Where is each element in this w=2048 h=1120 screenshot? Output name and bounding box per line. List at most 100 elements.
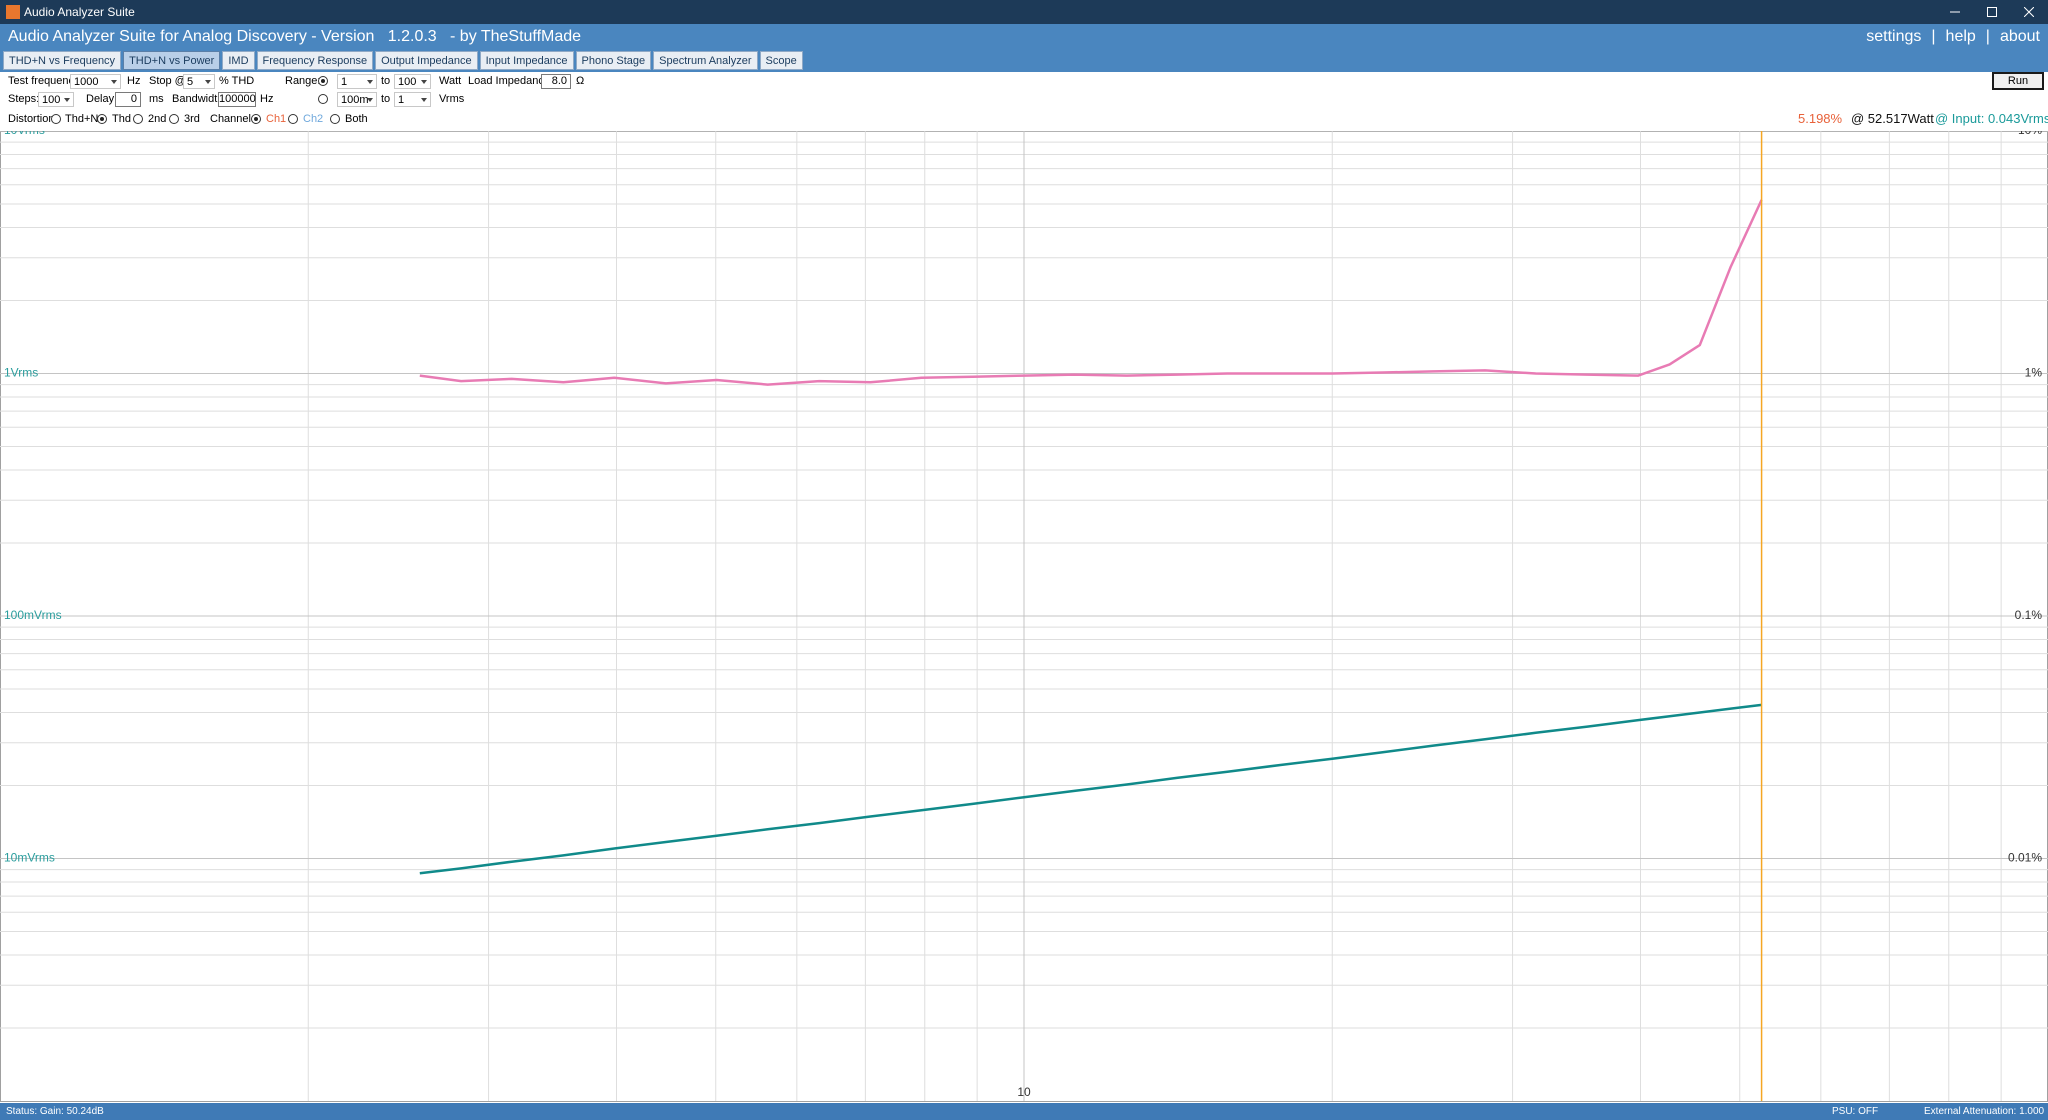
unit: % THD <box>219 75 255 87</box>
unit: Hz <box>260 93 274 105</box>
radio-button[interactable] <box>51 114 61 124</box>
data-line <box>419 703 1762 875</box>
radio-button[interactable] <box>330 114 340 124</box>
separator: | <box>1985 28 1990 45</box>
label: Range: <box>285 75 321 87</box>
input-value: 100000 <box>219 93 256 105</box>
window-title: Audio Analyzer Suite <box>24 5 135 19</box>
radio-label: Thd <box>112 113 131 125</box>
label: Delay: <box>86 93 118 105</box>
label: to <box>381 75 391 87</box>
tab[interactable]: Output Impedance <box>375 51 478 70</box>
header-links: settings | help | about <box>1866 24 2040 50</box>
text-input[interactable]: 0 <box>115 92 141 107</box>
maximize-button[interactable] <box>1987 7 1997 17</box>
app-title: Audio Analyzer Suite for Analog Discover… <box>8 28 582 45</box>
tab[interactable]: Phono Stage <box>575 51 652 70</box>
tab[interactable]: IMD <box>222 51 255 70</box>
input-value: 0 <box>130 93 137 105</box>
label: to <box>381 93 391 105</box>
radio-label: 2nd <box>148 113 167 125</box>
label: Bandwidth: <box>172 93 227 105</box>
dropdown-value: 100m <box>341 94 369 106</box>
dropdown-value: 100 <box>398 76 417 88</box>
radio-label: 3rd <box>184 113 200 125</box>
label: Load Impedance: <box>468 75 554 87</box>
psu-status: PSU: OFF <box>1832 1106 1879 1117</box>
tab[interactable]: Input Impedance <box>479 51 574 70</box>
unit: Ω <box>576 75 585 87</box>
run-button[interactable]: Run <box>1992 72 2044 90</box>
input-readout: @ Input: 0.043Vrms <box>1935 111 2048 126</box>
dropdown[interactable]: 100m <box>337 92 377 107</box>
label: Steps: <box>8 93 40 105</box>
help-link[interactable]: help <box>1945 28 1976 45</box>
text-input[interactable]: 100000 <box>218 92 256 107</box>
label: Channel: <box>210 113 255 125</box>
tab-bar: THD+N vs Frequency THD+N vs Power IMD Frequ… <box>0 50 2048 72</box>
data-line <box>419 199 1763 386</box>
dropdown[interactable]: 1 <box>394 92 431 107</box>
dropdown[interactable]: 5 <box>183 74 215 89</box>
header: Audio Analyzer Suite for Analog Discover… <box>0 24 2048 50</box>
radio-button[interactable] <box>97 114 107 124</box>
power-readout: @ 52.517Watt <box>1851 111 1934 126</box>
minimize-button[interactable] <box>1950 7 1960 17</box>
y2-tick-label: 0.1% <box>2015 608 2043 622</box>
unit: ms <box>149 93 164 105</box>
y2-tick-label: 1% <box>2025 366 2043 380</box>
dropdown-value: 1000 <box>74 76 99 88</box>
app-icon <box>6 5 20 19</box>
radio-button[interactable] <box>169 114 179 124</box>
y-tick-label: 1Vrms <box>4 366 38 380</box>
radio-button[interactable] <box>318 76 328 86</box>
x-tick-label: 10 <box>1017 1085 1031 1099</box>
tab[interactable]: Spectrum Analyzer <box>653 51 758 70</box>
y-tick-label: 10Vrms <box>4 131 45 137</box>
label: Test frequency: <box>8 75 83 87</box>
about-link[interactable]: about <box>1999 28 2040 45</box>
y-tick-label: 10mVrms <box>4 851 55 865</box>
status-bar: Status: Gain: 50.24dB PSU: OFF External … <box>0 1103 2048 1120</box>
label: Distortion: <box>8 113 58 125</box>
text-input[interactable]: 8.0 <box>541 74 571 89</box>
unit: Hz <box>127 75 141 87</box>
tab[interactable]: Frequency Response <box>256 51 374 70</box>
dropdown[interactable]: 1 <box>337 74 377 89</box>
y2-tick-label: 0.01% <box>2008 851 2042 865</box>
thd-readout: 5.198% <box>1798 111 1843 126</box>
tab[interactable]: THD+N vs Frequency <box>3 51 122 70</box>
tabs: THD+N vs Frequency THD+N vs Power IMD Frequ… <box>3 51 803 70</box>
dropdown-value: 1 <box>398 94 405 106</box>
separator: | <box>1931 28 1936 45</box>
radio-label: Ch1 <box>266 113 287 125</box>
radio-label: Thd+N <box>65 113 99 125</box>
radio-label: Both <box>345 113 368 125</box>
radio-button[interactable] <box>318 94 328 104</box>
unit: Vrms <box>439 93 465 105</box>
radio-button[interactable] <box>251 114 261 124</box>
dropdown[interactable]: 1000 <box>70 74 121 89</box>
plot: 10Vrms 1Vrms 100mVrms 10mVrms 10% 1% 0.1% 0.01%… <box>0 131 2048 1102</box>
label: Stop @ <box>149 75 186 87</box>
dropdown-value: 1 <box>341 76 348 88</box>
settings-link[interactable]: settings <box>1866 28 1922 45</box>
attenuation-status: External Attenuation: 1.000 <box>1924 1106 2045 1117</box>
dropdown-value: 100 <box>42 94 61 106</box>
tab[interactable]: THD+N vs Power <box>123 51 221 70</box>
tab[interactable]: Scope <box>759 51 803 70</box>
unit: Watt <box>439 75 462 87</box>
y-tick-label: 100mVrms <box>4 608 62 622</box>
radio-button[interactable] <box>133 114 143 124</box>
input-value: 8.0 <box>551 75 567 87</box>
button-label: Run <box>2007 75 2029 87</box>
title-bar: Audio Analyzer Suite <box>0 0 2048 24</box>
y2-tick-label: 10% <box>2018 131 2042 137</box>
status-text: Status: Gain: 50.24dB <box>6 1106 104 1117</box>
dropdown-value: 5 <box>187 76 194 88</box>
close-button[interactable] <box>2024 7 2034 17</box>
dropdown[interactable]: 100 <box>394 74 431 89</box>
radio-button[interactable] <box>288 114 298 124</box>
dropdown[interactable]: 100 <box>38 92 74 107</box>
